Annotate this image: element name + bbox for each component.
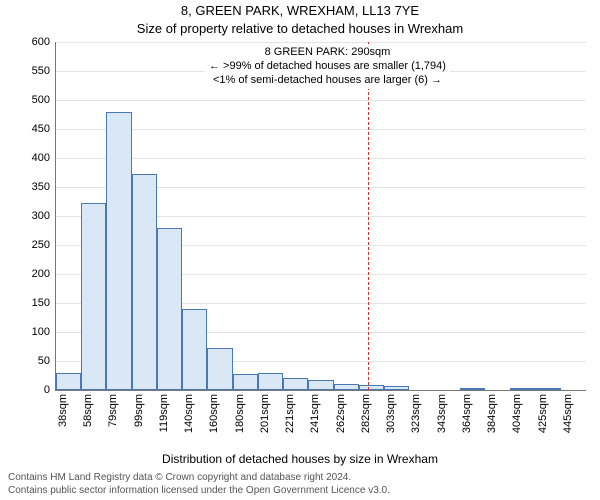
histogram-bar (334, 384, 359, 390)
histogram-bar (460, 388, 485, 390)
x-tick-label: 180sqm (234, 394, 246, 444)
x-tick-label: 364sqm (461, 394, 473, 444)
x-tick-label: 445sqm (562, 394, 574, 444)
histogram-bar (182, 309, 207, 390)
histogram-bar (384, 386, 409, 390)
x-tick-label: 404sqm (511, 394, 523, 444)
x-axis-label: Distribution of detached houses by size … (0, 452, 600, 466)
y-tick-label: 500 (10, 94, 50, 106)
callout-line: 8 GREEN PARK: 290sqm (209, 46, 446, 60)
x-tick-label: 303sqm (385, 394, 397, 444)
histogram-bar (157, 228, 182, 390)
footer-line1: Contains HM Land Registry data © Crown c… (8, 472, 592, 485)
y-tick-label: 150 (10, 297, 50, 309)
y-tick-label: 350 (10, 181, 50, 193)
y-tick-label: 400 (10, 152, 50, 164)
callout-box: 8 GREEN PARK: 290sqm← >99% of detached h… (205, 44, 450, 89)
x-tick-label: 201sqm (259, 394, 271, 444)
x-tick-label: 119sqm (158, 394, 170, 444)
y-tick-label: 300 (10, 210, 50, 222)
chart-title-subtitle: Size of property relative to detached ho… (0, 21, 600, 36)
y-tick-label: 550 (10, 65, 50, 77)
histogram-bar (233, 374, 258, 390)
footer-attribution: Contains HM Land Registry data © Crown c… (8, 472, 592, 497)
histogram-bar (207, 348, 232, 390)
y-tick-label: 0 (10, 384, 50, 396)
histogram-bar (308, 380, 333, 390)
x-tick-label: 282sqm (360, 394, 372, 444)
grid-line (56, 158, 586, 159)
grid-line (56, 42, 586, 43)
histogram-bar (283, 378, 308, 390)
histogram-bar (106, 112, 131, 390)
x-tick-label: 140sqm (183, 394, 195, 444)
x-tick-label: 241sqm (309, 394, 321, 444)
x-tick-label: 58sqm (82, 394, 94, 444)
x-tick-label: 99sqm (133, 394, 145, 444)
x-tick-label: 384sqm (486, 394, 498, 444)
chart-title-address: 8, GREEN PARK, WREXHAM, LL13 7YE (0, 3, 600, 18)
x-tick-label: 221sqm (284, 394, 296, 444)
histogram-bar (56, 373, 81, 390)
y-tick-label: 250 (10, 239, 50, 251)
histogram-bar (258, 373, 283, 390)
x-tick-label: 160sqm (208, 394, 220, 444)
x-tick-label: 323sqm (410, 394, 422, 444)
y-tick-label: 600 (10, 36, 50, 48)
callout-line: <1% of semi-detached houses are larger (… (209, 74, 446, 88)
x-tick-label: 425sqm (537, 394, 549, 444)
x-tick-label: 343sqm (436, 394, 448, 444)
footer-line2: Contains public sector information licen… (8, 485, 592, 498)
y-tick-label: 450 (10, 123, 50, 135)
chart-container: 8, GREEN PARK, WREXHAM, LL13 7YE Size of… (0, 0, 600, 500)
histogram-bar (81, 203, 106, 390)
marker-line (368, 42, 369, 390)
y-tick-label: 100 (10, 326, 50, 338)
histogram-bar (510, 388, 535, 390)
x-tick-label: 262sqm (335, 394, 347, 444)
histogram-bar (536, 388, 561, 390)
x-tick-label: 79sqm (107, 394, 119, 444)
grid-line (56, 129, 586, 130)
histogram-bar (359, 385, 384, 390)
grid-line (56, 100, 586, 101)
y-tick-label: 50 (10, 355, 50, 367)
y-tick-label: 200 (10, 268, 50, 280)
plot-area (55, 42, 586, 391)
histogram-bar (132, 174, 157, 390)
callout-line: ← >99% of detached houses are smaller (1… (209, 60, 446, 74)
x-tick-label: 38sqm (57, 394, 69, 444)
